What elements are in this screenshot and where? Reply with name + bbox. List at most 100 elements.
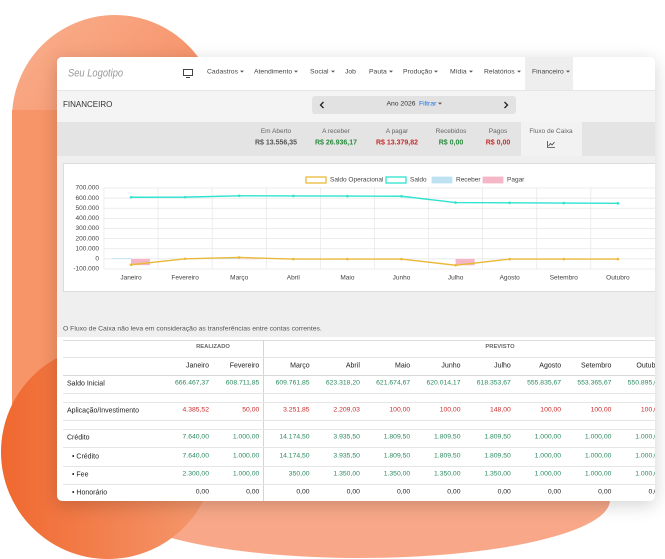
row-border (63, 484, 655, 485)
cell: 0,00 (296, 488, 310, 496)
point (237, 256, 241, 259)
x-tick-label: Maio (340, 275, 354, 282)
cell: 0,00 (547, 488, 562, 496)
cell: 0,00 (648, 488, 655, 496)
y-tick-label: -100.000 (73, 266, 99, 273)
cell: 100,00 (439, 406, 461, 414)
column-header: Agosto (539, 362, 562, 370)
next-year[interactable] (503, 101, 509, 109)
column-header: Abril (345, 362, 360, 370)
point (292, 194, 295, 198)
group-header: PREVISTO (485, 344, 515, 351)
prev-year[interactable] (319, 101, 325, 109)
summary-label: Pagos (488, 127, 508, 135)
row-border (63, 466, 655, 467)
point (454, 201, 457, 204)
nav-item[interactable]: Cadastros (207, 69, 244, 77)
point (508, 257, 512, 261)
point (237, 194, 241, 198)
row-border (63, 420, 655, 421)
column-header: Outubro (636, 362, 655, 370)
summary-value: R$ 0,00 (438, 139, 464, 147)
y-tick-label: 600.000 (76, 195, 100, 202)
cell: 50,00 (242, 406, 260, 414)
summary-label: Recebidos (435, 127, 467, 135)
cell: 1.809,50 (383, 452, 411, 460)
filter-button[interactable]: Filtrar (419, 101, 442, 109)
cell: 1.350,00 (434, 470, 461, 478)
group-header: REALIZADO (196, 344, 230, 351)
bar (455, 258, 475, 266)
x-tick-label: Fevereiro (171, 275, 199, 282)
cell: 1.809,50 (434, 452, 461, 460)
bar (131, 258, 150, 266)
x-tick-label: Setembro (550, 275, 579, 282)
nav-item[interactable]: Financeiro (532, 69, 570, 77)
y-tick-label: 500.000 (76, 205, 100, 212)
column-header: Janeiro (186, 362, 209, 370)
cell: 0,00 (396, 488, 411, 496)
summary-label: A receber (322, 127, 350, 135)
point (292, 257, 295, 261)
point (129, 195, 133, 199)
cell: 555.835,67 (527, 379, 562, 387)
cell: 621.674,67 (376, 379, 411, 387)
y-tick-label: 400.000 (76, 215, 100, 222)
point (183, 195, 187, 199)
x-tick-label: Agosto (500, 275, 521, 282)
cell: 550.895,67 (627, 379, 655, 387)
cell: 3.935,50 (333, 452, 360, 460)
cell: 100,00 (389, 406, 411, 414)
column-header: Junho (441, 362, 461, 370)
year-label: Ano 2026 (386, 100, 416, 108)
cell: 0,00 (598, 488, 612, 496)
cell: 553.365,67 (577, 379, 612, 387)
summary-label: Em Aberto (260, 127, 292, 135)
monitor-icon[interactable] (183, 69, 193, 78)
active-tab-box[interactable] (521, 122, 582, 156)
cell: 618.353,67 (476, 379, 511, 387)
summary-value: R$ 13.379,82 (375, 139, 419, 147)
cell: 608.711,85 (225, 379, 260, 387)
nav-item[interactable]: Relatórios (484, 69, 521, 77)
active-tab[interactable]: Fluxo de Caixa (529, 127, 573, 135)
bar (112, 258, 131, 259)
nav-item[interactable]: Produção (403, 69, 438, 77)
column-header: Setembro (581, 362, 612, 370)
point (508, 201, 512, 205)
cell: 0,00 (497, 488, 511, 496)
row-border (63, 375, 655, 376)
app-window: 700.000 600.000 500.000 400.000 300.000 200.0… (57, 57, 655, 501)
cell: 0,00 (447, 488, 461, 496)
nav-item[interactable]: Job (345, 68, 356, 76)
line (130, 256, 618, 266)
nav-item[interactable]: Atendimento (254, 69, 298, 77)
row-label: • Crédito (72, 453, 99, 461)
x-tick-label: Março (230, 275, 248, 282)
note: O Fluxo de Caixa não leva em consideraçã… (63, 325, 322, 333)
summary-label: A pagar (385, 127, 409, 135)
row-border (63, 357, 655, 358)
cell: 1.350,00 (333, 470, 360, 478)
cell: 1.350,00 (484, 470, 511, 478)
legend-label: Saldo Operacional (330, 177, 384, 184)
cell: 1.000,00 (635, 470, 655, 478)
point (400, 194, 403, 198)
legend-label: Pagar (507, 177, 525, 184)
line (130, 195, 618, 205)
cell: 0,00 (195, 488, 209, 496)
row-label: Aplicação/Investimento (67, 407, 139, 415)
point (562, 257, 566, 261)
nav-item[interactable]: Mídia (450, 69, 473, 77)
cell: 1.000,00 (635, 452, 655, 460)
year-selector (312, 96, 516, 114)
legend-swatch (305, 176, 327, 184)
cash-flow-chart: 700.000 600.000 500.000 400.000 300.000 200.0… (63, 163, 655, 292)
nav-item[interactable]: Pauta (369, 69, 393, 77)
cell: 1.000,00 (635, 433, 655, 441)
nav-item[interactable]: Social (310, 69, 335, 77)
row-label: • Fee (72, 471, 89, 479)
summary-value: R$ 0,00 (485, 139, 511, 147)
y-tick-label: 100.000 (76, 245, 100, 252)
